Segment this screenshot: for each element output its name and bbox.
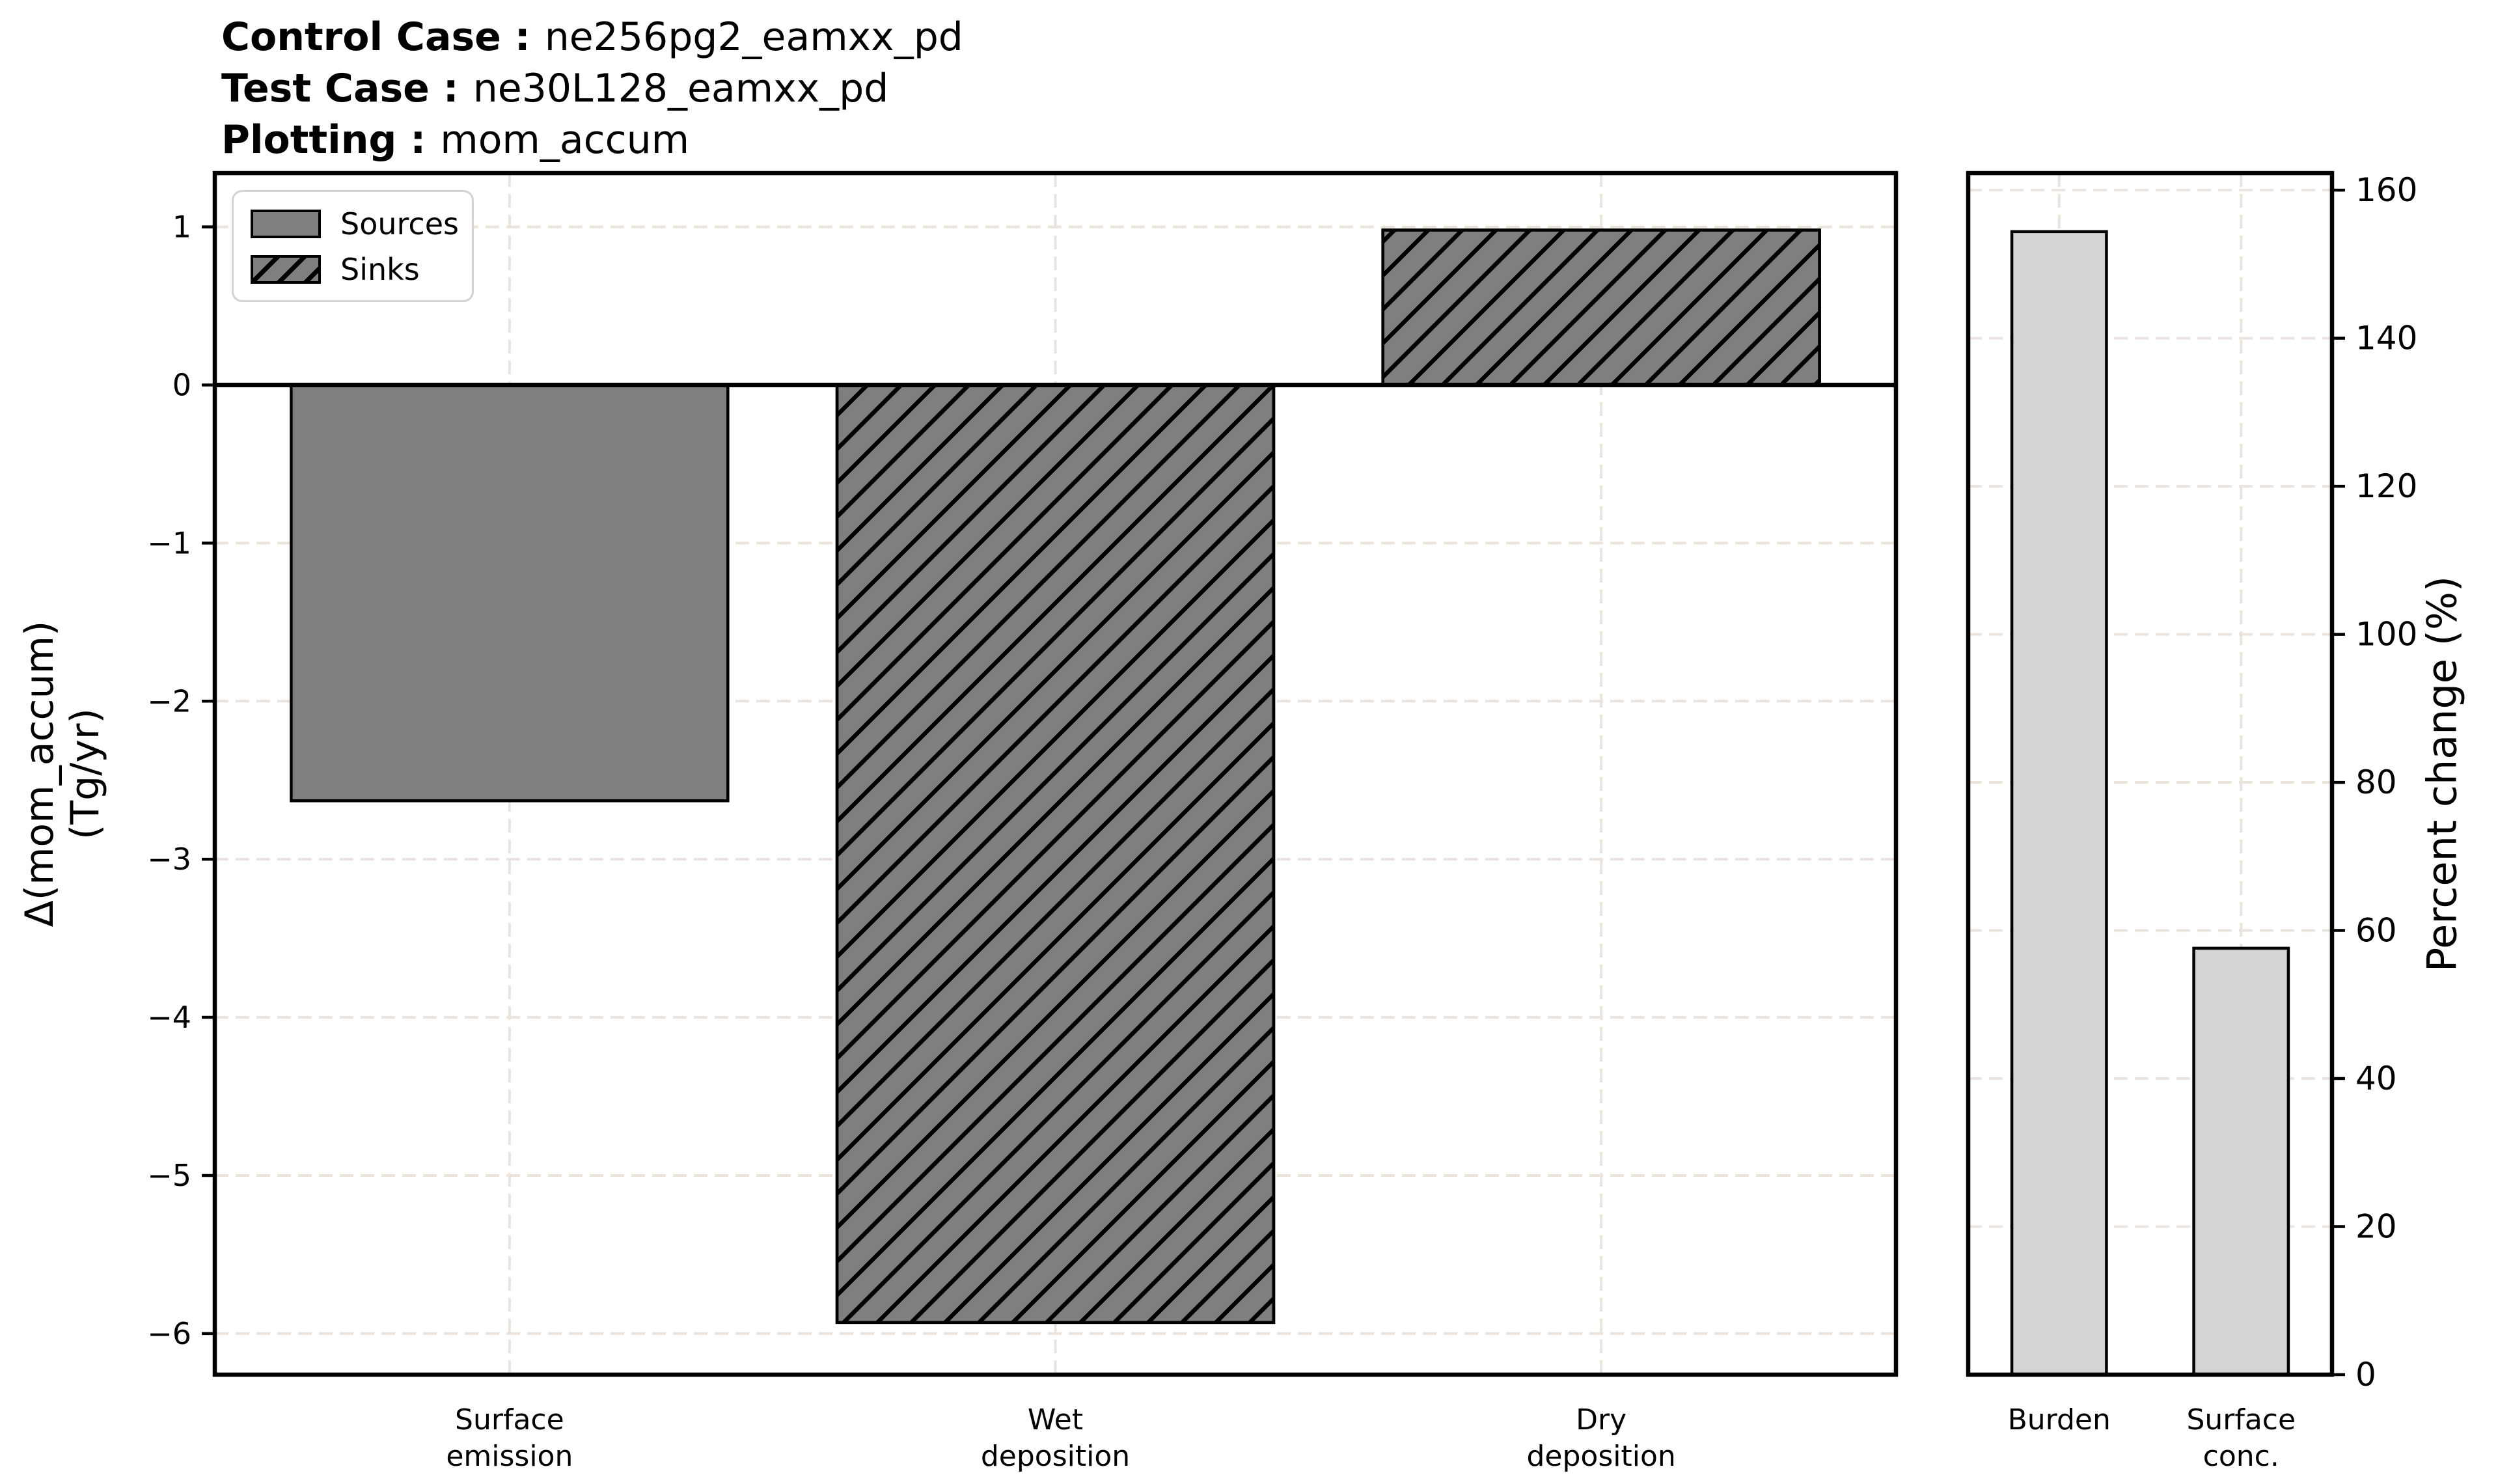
left-y-axis-label-line2: (Tg/yr) [62,708,108,840]
y-tick-label: 20 [2355,1208,2397,1246]
y-tick-label: 140 [2355,320,2417,357]
test-case-value: ne30L128_eamxx_pd [473,66,889,111]
plotting-value: mom_accum [440,117,690,163]
plotting-row: Plotting : mom_accum [221,115,963,166]
y-tick-label: 0 [2355,1356,2376,1394]
y-tick-label: −6 [147,1316,191,1351]
x-tick-label: Surface emission [446,1403,573,1473]
legend-label-sinks: Sinks [340,252,420,287]
control-case-value: ne256pg2_eamxx_pd [544,14,963,60]
legend: Sources Sinks [232,190,474,302]
bar-wet-deposition-hatch [835,383,1276,1325]
y-tick-label: 1 [172,210,191,245]
bar-dry-deposition-hatch [1381,228,1821,387]
legend-item-sinks: Sinks [251,251,452,288]
y-tick-label: 160 [2355,171,2417,209]
x-tick-label: Burden [2008,1403,2111,1436]
test-case-row: Test Case : ne30L128_eamxx_pd [221,63,963,115]
figure-header: Control Case : ne256pg2_eamxx_pd Test Ca… [221,12,963,166]
sources-swatch [251,210,321,238]
x-tick-label: Dry deposition [1526,1403,1675,1473]
control-case-row: Control Case : ne256pg2_eamxx_pd [221,12,963,63]
y-tick-label: −4 [147,1000,191,1035]
left-axes-spines [212,171,1899,1377]
y-tick-label: −5 [147,1158,191,1193]
y-tick-label: −1 [147,525,191,560]
legend-label-sources: Sources [340,206,459,241]
y-tick-label: 60 [2355,912,2397,950]
y-tick-label: 40 [2355,1060,2397,1097]
y-tick-label: −2 [147,683,191,719]
right-axes-spines [1966,171,2335,1377]
legend-item-sources: Sources [251,205,459,243]
plotting-label: Plotting : [221,117,426,163]
left-y-axis-label-line1: Δ(mom_accum) [17,620,62,928]
y-tick-label: 80 [2355,763,2397,801]
y-tick-label: −3 [147,842,191,877]
bar-surface-conc [2192,946,2290,1377]
y-tick-label: 100 [2355,616,2417,653]
sinks-swatch [251,255,321,284]
y-tick-label: 0 [172,367,191,402]
test-case-label: Test Case : [221,66,459,111]
x-tick-label: Surface conc. [2186,1403,2296,1473]
right-y-axis-label: Percent change (%) [2418,575,2466,972]
bar-burden [2010,230,2108,1377]
control-case-label: Control Case : [221,14,530,60]
x-tick-label: Wet deposition [981,1403,1130,1473]
bar-surface-emission [290,383,730,803]
y-tick-label: 120 [2355,467,2417,505]
left-y-axis-label: Δ(mom_accum) (Tg/yr) [17,621,108,928]
